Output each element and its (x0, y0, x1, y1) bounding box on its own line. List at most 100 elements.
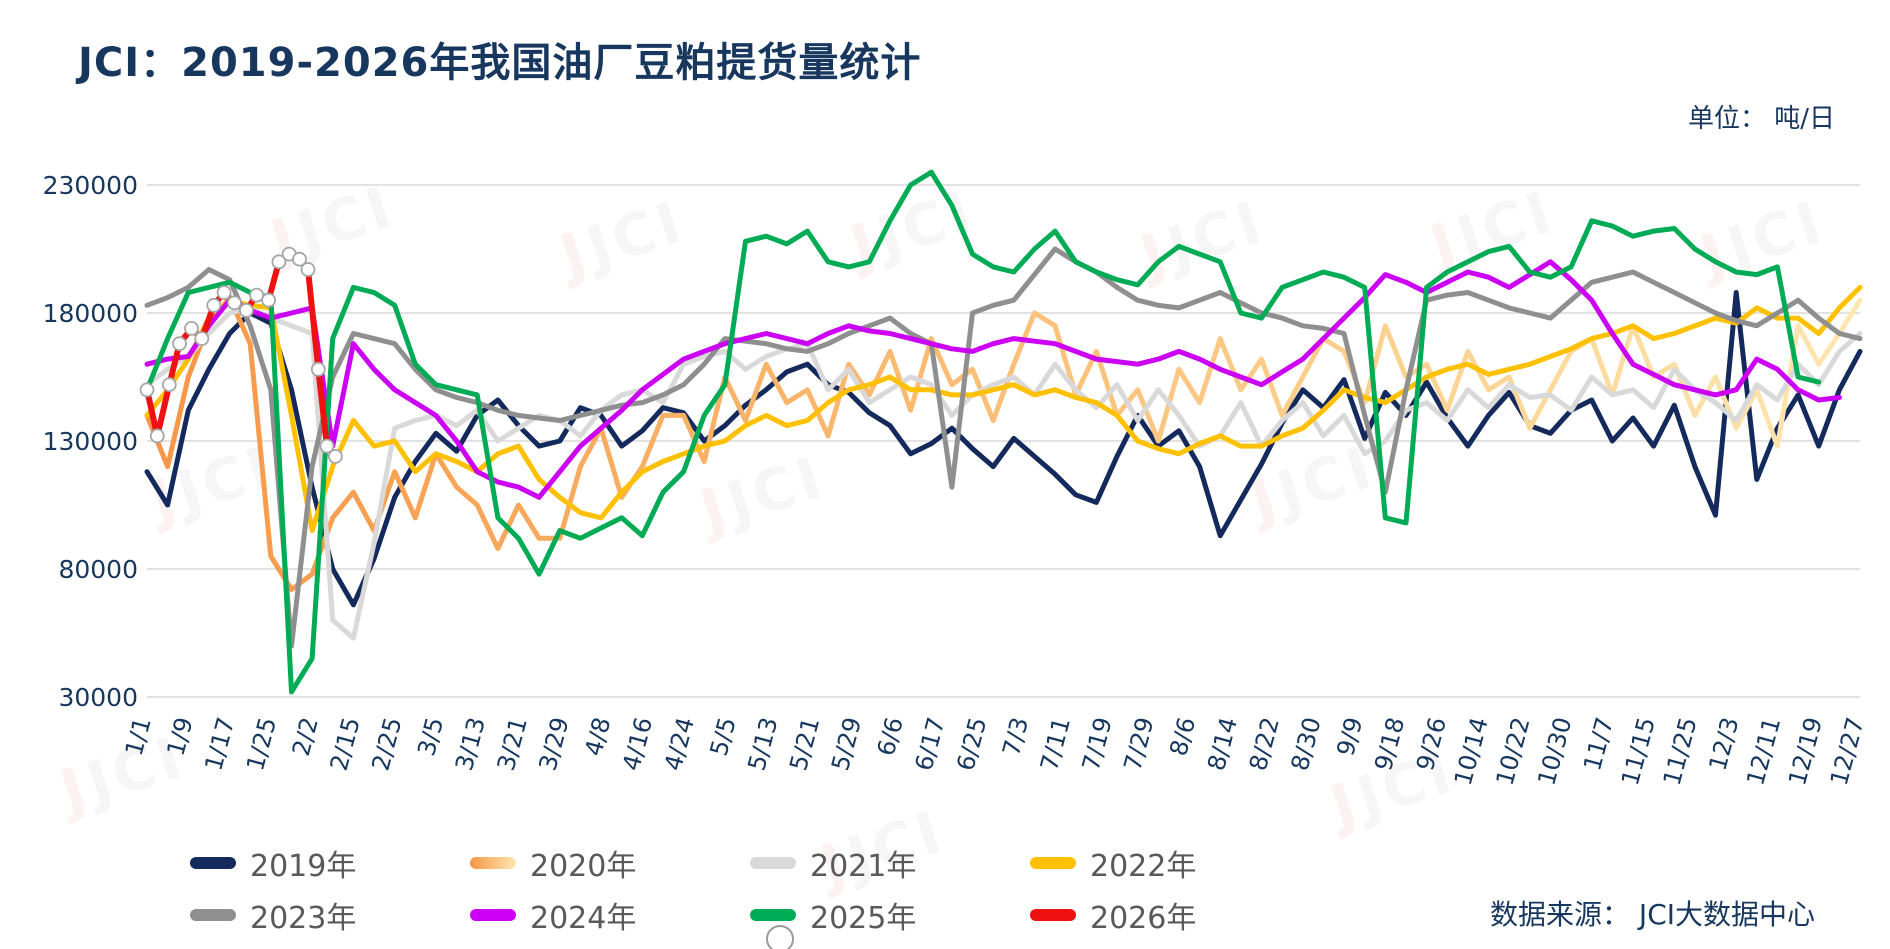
data-point-marker (216, 285, 232, 300)
x-tick-label: 5/21 (784, 714, 825, 773)
data-point-marker (194, 331, 210, 347)
legend-label: 2019年 (250, 849, 357, 884)
x-tick-label: 8/30 (1286, 714, 1327, 773)
x-tick-label: 7/11 (1035, 714, 1076, 773)
legend-swatch (470, 857, 516, 869)
legend-label: 2023年 (250, 901, 357, 936)
y-tick-label: 80000 (58, 555, 138, 584)
series-line-2025年 (144, 169, 1822, 695)
x-tick-label: 11/25 (1658, 714, 1703, 788)
data-point-marker (149, 428, 165, 444)
x-tick-label: 8/6 (1164, 714, 1201, 759)
chart-legend: 2019年 2020年 2021年 2022年 2023年 2024年 2025年 2026年 (190, 842, 1310, 936)
x-tick-label: 12/19 (1783, 714, 1828, 788)
data-point-marker (206, 297, 222, 313)
legend-label: 2020年 (530, 849, 637, 884)
x-tick-label: 12/27 (1825, 714, 1870, 788)
y-tick-label: 180000 (43, 299, 138, 328)
series-line-2022年 (144, 284, 1863, 534)
y-axis-labels: 230000 180000 130000 80000 30000 (43, 171, 138, 712)
x-axis-labels: 1/1 1/9 1/17 1/25 2/2 2/15 2/25 3/5 3/13 3/21 3/29… (120, 714, 1870, 788)
x-tick-label: 1/25 (241, 714, 282, 773)
x-tick-label: 3/5 (412, 714, 449, 759)
x-tick-label: 9/9 (1331, 714, 1368, 759)
legend-label: 2021年 (810, 849, 917, 884)
x-tick-label: 1/17 (199, 714, 240, 773)
x-tick-label: 10/22 (1491, 714, 1536, 788)
x-tick-label: 12/3 (1703, 714, 1744, 773)
data-point-marker (300, 262, 316, 277)
x-tick-label: 6/6 (872, 714, 909, 759)
watermark-circle (766, 925, 794, 949)
x-tick-label: 8/14 (1202, 714, 1243, 773)
legend-item-2019年: 2019年 (190, 842, 470, 884)
y-tick-label: 230000 (43, 171, 138, 200)
data-point-marker (310, 361, 326, 377)
legend-item-2024年: 2024年 (470, 894, 750, 936)
legend-item-2020年: 2020年 (470, 842, 750, 884)
legend-label: 2026年 (1090, 901, 1197, 936)
data-point-marker (238, 302, 254, 318)
data-point-marker (139, 382, 155, 398)
x-tick-label: 4/16 (617, 714, 658, 773)
x-tick-label: 11/15 (1616, 714, 1661, 788)
legend-swatch (750, 857, 796, 869)
x-tick-label: 2/2 (287, 714, 324, 759)
x-tick-label: 6/17 (910, 714, 951, 773)
x-tick-label: 4/8 (579, 714, 616, 759)
x-tick-label: 10/14 (1449, 714, 1494, 788)
legend-swatch (190, 857, 236, 869)
x-tick-label: 9/26 (1411, 714, 1452, 773)
legend-item-2023年: 2023年 (190, 894, 470, 936)
legend-item-2025年: 2025年 (750, 894, 1030, 936)
data-point-marker (292, 251, 307, 267)
legend-item-2021年: 2021年 (750, 842, 1030, 884)
unit-label: 单位： 吨/日 (1687, 104, 1835, 134)
x-tick-label: 7/29 (1119, 714, 1160, 773)
data-source-label: 数据来源： JCI大数据中心 (1490, 898, 1815, 931)
data-point-marker (161, 377, 177, 393)
data-point-marker (226, 295, 242, 311)
legend-item-2026年: 2026年 (1030, 894, 1310, 936)
x-tick-label: 5/13 (743, 714, 784, 773)
x-tick-label: 3/21 (492, 714, 533, 773)
x-tick-label: 5/5 (705, 714, 742, 759)
series-line-2021年 (144, 305, 1863, 641)
x-tick-label: 7/3 (997, 714, 1034, 759)
x-tick-label: 7/19 (1077, 714, 1118, 773)
data-point-marker (261, 292, 277, 308)
x-tick-label: 10/30 (1532, 714, 1577, 788)
y-tick-label: 30000 (58, 683, 138, 712)
legend-label: 2025年 (810, 901, 917, 936)
legend-label: 2024年 (530, 901, 637, 936)
x-tick-label: 11/7 (1578, 714, 1619, 773)
y-tick-label: 130000 (43, 427, 138, 456)
x-tick-label: 4/24 (659, 714, 700, 773)
data-point-marker (271, 254, 287, 270)
x-tick-label: 1/9 (162, 714, 199, 759)
x-tick-label: 2/15 (325, 714, 366, 773)
series-line-2023年 (144, 246, 1863, 649)
data-point-marker (172, 336, 187, 352)
legend-swatch (1030, 857, 1076, 869)
x-tick-label: 2/25 (366, 714, 407, 773)
data-point-marker (249, 287, 265, 303)
x-tick-label: 3/13 (450, 714, 491, 773)
series-line-2024年 (144, 259, 1842, 500)
legend-swatch (1030, 909, 1076, 921)
data-point-marker (184, 320, 199, 336)
x-tick-label: 8/22 (1244, 714, 1285, 773)
legend-swatch (750, 909, 796, 921)
x-tick-label: 5/29 (826, 714, 867, 773)
x-tick-label: 6/25 (951, 714, 992, 773)
data-point-marker (319, 438, 335, 454)
legend-swatch (470, 909, 516, 921)
page-title: JCI：2019-2026年我国油厂豆粕提货量统计 (78, 40, 922, 86)
legend-swatch (190, 909, 236, 921)
series-lines (139, 169, 1863, 695)
x-tick-label: 1/1 (120, 714, 157, 759)
x-tick-label: 3/29 (534, 714, 575, 773)
legend-item-2022年: 2022年 (1030, 842, 1310, 884)
